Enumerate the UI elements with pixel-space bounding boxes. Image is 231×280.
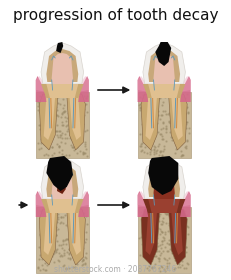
Polygon shape bbox=[36, 191, 47, 207]
Polygon shape bbox=[52, 53, 73, 87]
Polygon shape bbox=[138, 76, 148, 102]
Polygon shape bbox=[154, 168, 175, 202]
Polygon shape bbox=[143, 158, 185, 199]
Polygon shape bbox=[143, 199, 185, 213]
Polygon shape bbox=[52, 168, 73, 202]
Polygon shape bbox=[138, 76, 149, 92]
Polygon shape bbox=[169, 209, 187, 265]
Polygon shape bbox=[36, 76, 47, 92]
Polygon shape bbox=[36, 76, 46, 102]
Polygon shape bbox=[179, 76, 191, 92]
Polygon shape bbox=[69, 96, 81, 140]
Bar bbox=[138, 92, 191, 158]
Polygon shape bbox=[169, 94, 187, 150]
Bar bbox=[36, 92, 89, 158]
Polygon shape bbox=[36, 191, 46, 217]
Bar bbox=[36, 207, 89, 273]
Polygon shape bbox=[44, 211, 55, 255]
Polygon shape bbox=[171, 96, 183, 140]
Polygon shape bbox=[138, 191, 149, 207]
Polygon shape bbox=[148, 84, 180, 98]
Polygon shape bbox=[46, 156, 73, 191]
Polygon shape bbox=[146, 96, 157, 140]
Polygon shape bbox=[46, 84, 78, 98]
Polygon shape bbox=[77, 191, 89, 207]
Polygon shape bbox=[46, 199, 78, 213]
Polygon shape bbox=[41, 43, 84, 84]
Polygon shape bbox=[148, 164, 180, 197]
Text: progression of tooth decay: progression of tooth decay bbox=[13, 8, 218, 23]
Text: shutterstock.com · 2087767246: shutterstock.com · 2087767246 bbox=[54, 265, 176, 274]
Polygon shape bbox=[171, 211, 183, 255]
Polygon shape bbox=[155, 42, 171, 66]
Bar bbox=[138, 207, 191, 273]
Polygon shape bbox=[148, 49, 180, 82]
Polygon shape bbox=[57, 181, 66, 194]
Polygon shape bbox=[78, 76, 89, 102]
Polygon shape bbox=[180, 76, 191, 102]
Polygon shape bbox=[69, 211, 81, 255]
Polygon shape bbox=[44, 96, 55, 140]
Polygon shape bbox=[56, 42, 63, 53]
Polygon shape bbox=[143, 84, 185, 98]
Polygon shape bbox=[46, 164, 78, 197]
Polygon shape bbox=[148, 199, 180, 213]
Polygon shape bbox=[77, 76, 89, 92]
Polygon shape bbox=[138, 191, 148, 217]
Polygon shape bbox=[154, 53, 175, 87]
Polygon shape bbox=[39, 94, 58, 150]
Polygon shape bbox=[148, 156, 178, 195]
Polygon shape bbox=[41, 158, 84, 199]
Polygon shape bbox=[41, 199, 84, 213]
Polygon shape bbox=[67, 94, 85, 150]
Polygon shape bbox=[39, 209, 58, 265]
Polygon shape bbox=[179, 191, 191, 207]
Polygon shape bbox=[180, 191, 191, 217]
Polygon shape bbox=[143, 43, 185, 84]
Polygon shape bbox=[141, 94, 160, 150]
Polygon shape bbox=[146, 211, 157, 255]
Polygon shape bbox=[46, 49, 78, 82]
Polygon shape bbox=[67, 209, 85, 265]
Polygon shape bbox=[141, 209, 160, 265]
Polygon shape bbox=[78, 191, 89, 217]
Polygon shape bbox=[41, 84, 84, 98]
